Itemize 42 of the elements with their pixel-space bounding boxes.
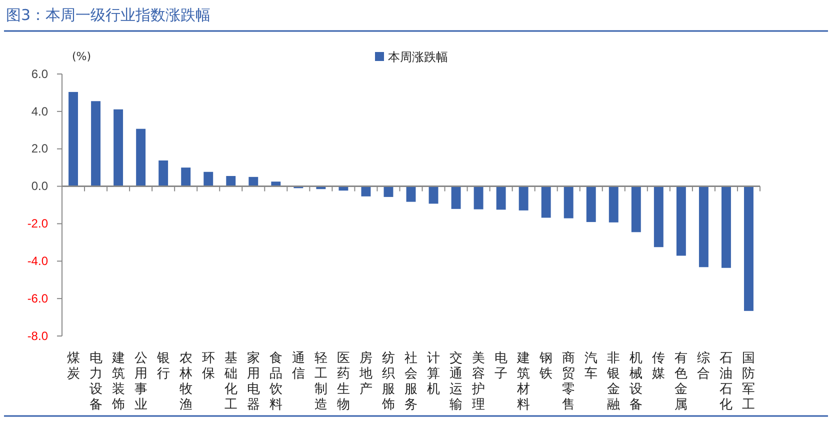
x-tick-label: 食品饮料 bbox=[268, 351, 282, 412]
x-tick-label: 轻工制造 bbox=[314, 351, 328, 412]
y-tick-label: 2.0 bbox=[31, 142, 48, 156]
x-tick-label: 银行 bbox=[156, 351, 170, 382]
x-tick-label: 基础化工 bbox=[223, 351, 238, 412]
x-tick-label: 家用电器 bbox=[246, 350, 260, 412]
x-tick-label: 纺织服饰 bbox=[380, 351, 395, 412]
y-tick-label: 4.0 bbox=[31, 104, 48, 118]
x-tick-label: 通信 bbox=[292, 351, 305, 382]
x-tick-label: 非银金融 bbox=[606, 351, 620, 412]
y-tick-label: 0.0 bbox=[31, 179, 48, 194]
x-tick-label: 建筑装饰 bbox=[110, 351, 125, 412]
x-tick-label: 商贸零售 bbox=[562, 351, 576, 412]
y-tick-label: -8.0 bbox=[27, 328, 48, 343]
y-tick-label: -6.0 bbox=[27, 291, 48, 306]
x-tick-label: 建筑材料 bbox=[516, 351, 530, 412]
x-tick-label: 电力设备 bbox=[89, 351, 102, 412]
x-tick-label: 钢铁 bbox=[538, 351, 553, 382]
x-tick-label: 石油石化 bbox=[720, 351, 733, 412]
x-tick-label: 计算机 bbox=[427, 351, 440, 397]
y-tick-label: -2.0 bbox=[27, 216, 48, 231]
x-tick-label: 医药生物 bbox=[336, 351, 350, 412]
x-tick-label: 国防军工 bbox=[742, 351, 756, 412]
x-tick-label: 公用事业 bbox=[134, 351, 148, 412]
x-tick-label: 环保 bbox=[202, 351, 215, 382]
x-tick-label: 电子 bbox=[494, 351, 508, 382]
x-tick-label: 综合 bbox=[697, 351, 710, 382]
legend-label: 本周涨跌幅 bbox=[388, 50, 448, 64]
x-tick-label: 煤炭 bbox=[66, 351, 80, 382]
x-tick-label: 美容护理 bbox=[471, 350, 486, 412]
x-tick-label: 有色金属 bbox=[674, 351, 688, 412]
x-tick-label: 社会服务 bbox=[404, 351, 418, 412]
x-tick-label: 传媒 bbox=[652, 351, 666, 382]
x-tick-label: 汽车 bbox=[584, 351, 598, 382]
y-tick-label: -4.0 bbox=[27, 254, 48, 268]
y-axis-title: (%) bbox=[72, 50, 92, 63]
x-tick-label: 房地产 bbox=[358, 350, 372, 397]
y-tick-label: 6.0 bbox=[31, 66, 48, 81]
x-tick-label: 交通运输 bbox=[450, 350, 463, 412]
x-tick-label: 机械设备 bbox=[630, 351, 643, 412]
x-tick-label: 农林牧渔 bbox=[178, 351, 192, 412]
chart-title: 图3：本周一级行业指数涨跌幅 bbox=[6, 6, 211, 24]
